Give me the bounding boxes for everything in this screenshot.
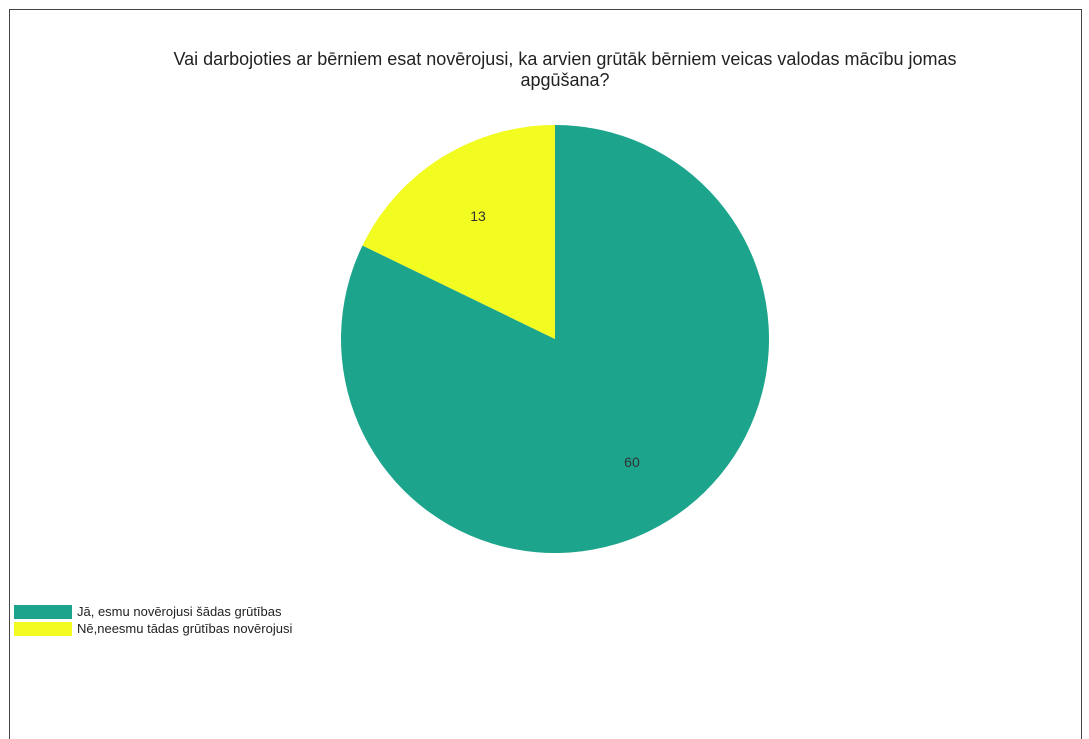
pie-slices [341, 125, 769, 553]
legend: Jā, esmu novērojusi šādas grūtības Nē,ne… [14, 603, 292, 637]
pie-slice-labels: 60 13 [470, 208, 640, 470]
pie-label-yes: 60 [624, 454, 640, 470]
chart-title: Vai darbojoties ar bērniem esat novēroju… [60, 49, 1070, 91]
legend-item-yes[interactable]: Jā, esmu novērojusi šādas grūtības [14, 603, 292, 620]
legend-label-no: Nē,neesmu tādas grūtības novērojusi [77, 621, 293, 636]
chart-title-line-1: Vai darbojoties ar bērniem esat novēroju… [173, 49, 957, 69]
chart-title-line-2: apgūšana? [520, 70, 610, 90]
legend-item-no[interactable]: Nē,neesmu tādas grūtības novērojusi [14, 620, 292, 637]
legend-swatch-no [14, 621, 72, 636]
legend-label-yes: Jā, esmu novērojusi šādas grūtības [77, 604, 282, 619]
pie-label-no: 13 [470, 208, 486, 224]
legend-swatch-yes [14, 604, 72, 619]
pie-slice-no[interactable] [362, 125, 555, 339]
